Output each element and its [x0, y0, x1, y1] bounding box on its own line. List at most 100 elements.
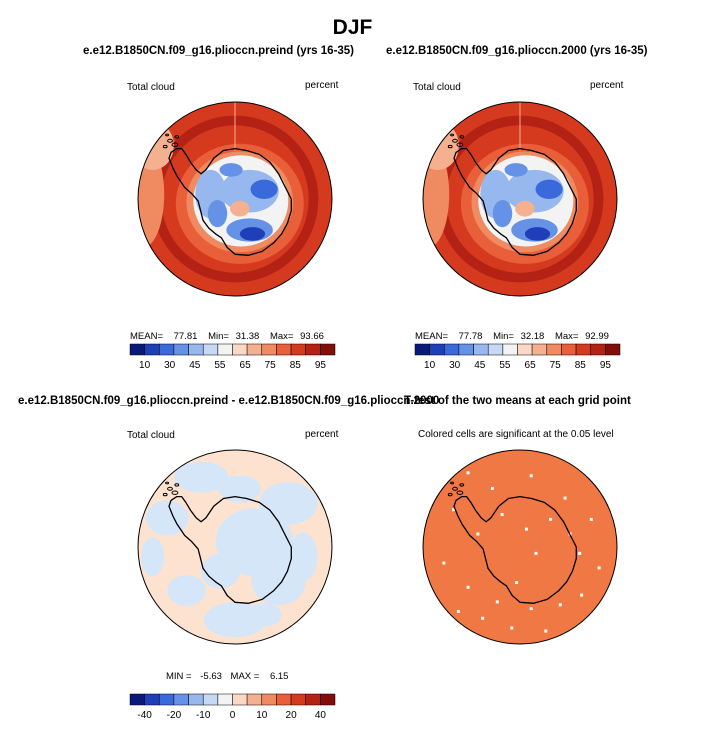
panel2-title: e.e12.B1850CN.f09_g16.plioccn.2000 (yrs …: [386, 45, 648, 57]
insignificant-cell: [456, 610, 460, 613]
insignificant-cell: [481, 616, 485, 620]
colorbar-cell: [305, 343, 321, 356]
colorbar-cell: [129, 343, 145, 356]
island-outline: [162, 144, 168, 149]
field-minimum-west: [207, 200, 228, 228]
map-boundary: [137, 101, 333, 297]
field-minimum-south: [524, 227, 551, 241]
colorbar-cell: [261, 693, 277, 706]
island-outline: [171, 142, 179, 147]
colorbar-cell: [232, 693, 248, 706]
colorbar-cell: [246, 693, 262, 706]
panel3-colorbar: -40 -20 -10 0 10 20 40: [129, 693, 336, 721]
colorbar-tick-label: 45: [189, 360, 201, 371]
panel2-variable-label: Total cloud: [413, 82, 461, 93]
field-negative-patch: [218, 475, 262, 503]
island-outline: [447, 144, 453, 149]
colorbar-cell: [188, 693, 204, 706]
island-outline: [450, 481, 455, 485]
colorbar-cell: [159, 693, 175, 706]
colorbar-cell: [590, 343, 606, 356]
colorbar-tick-label: 30: [164, 360, 176, 371]
difference-map: [137, 449, 333, 645]
colorbar-cell: [173, 693, 189, 706]
colorbar-cell: [188, 343, 204, 356]
insignificant-cell: [549, 517, 553, 521]
colorbar-tick-label: 65: [240, 360, 252, 371]
island-outline: [456, 142, 464, 147]
colorbar-tick-label: 75: [550, 360, 562, 371]
colorbar-cell: [276, 343, 292, 356]
colorbar-cell: [129, 693, 145, 706]
colorbar-tick-label: 10: [139, 360, 151, 371]
colorbar-cell: [561, 343, 577, 356]
field-negative-patch: [145, 500, 189, 536]
colorbar-tick-label: 55: [214, 360, 226, 371]
island-outline: [174, 135, 180, 139]
insignificant-cell: [442, 561, 446, 565]
panel2-stats: MEAN= 77.78 Min= 32.18 Max= 92.99: [415, 331, 609, 342]
colorbar-tick-label: 10: [424, 360, 436, 371]
colorbar-cell: [444, 343, 460, 356]
max-label: Max=: [554, 331, 579, 342]
panel3-title: e.e12.B1850CN.f09_g16.plioccn.preind - e…: [18, 395, 440, 407]
insignificant-cell: [500, 513, 504, 516]
island-outline: [459, 135, 465, 139]
min-label: Min=: [493, 331, 514, 342]
insignificant-cell: [495, 600, 499, 604]
colorbar-cell: [246, 343, 262, 356]
insignificant-cell: [558, 603, 562, 607]
mean-value: 77.81: [173, 331, 198, 342]
colorbar-tick-label: 45: [474, 360, 486, 371]
ttest-map: [422, 449, 618, 645]
island-outline: [459, 483, 465, 487]
panel2-units-label: percent: [590, 80, 624, 91]
colorbar-tick-label: 95: [600, 360, 612, 371]
colorbar-tick-label: 10: [256, 710, 268, 721]
insignificant-cell: [597, 566, 601, 570]
field-minimum-north: [504, 163, 528, 177]
insignificant-cell: [534, 551, 538, 555]
field-dome: [230, 200, 250, 217]
map-boundary: [137, 449, 333, 645]
insignificant-cell: [563, 496, 567, 500]
cloud-field: [138, 102, 332, 296]
insignificant-cell: [476, 532, 480, 536]
colorbar-tick-label: 85: [290, 360, 302, 371]
field-negative-patch: [201, 553, 240, 589]
colorbar-tick-label: -20: [167, 710, 182, 721]
min-value: 32.18: [520, 331, 545, 342]
colorbar-cell: [414, 343, 430, 356]
panel1-units-label: percent: [305, 80, 339, 91]
field-minimum-east: [250, 179, 278, 199]
cloud-field: [423, 102, 617, 296]
insignificant-cell: [529, 607, 533, 611]
colorbar-cell: [217, 693, 233, 706]
min-value: 31.38: [235, 331, 260, 342]
island-outline: [450, 133, 455, 137]
colorbar-cell: [202, 693, 219, 706]
island-outline: [452, 138, 458, 143]
field-minimum-south: [239, 227, 266, 241]
antarctica-coastline: [453, 495, 577, 604]
field-negative-patch: [246, 603, 282, 627]
island-outline: [447, 492, 453, 497]
colorbar-cell: [320, 343, 336, 356]
field-significant: [423, 450, 617, 644]
panel3-units-label: percent: [305, 429, 339, 440]
field-negative-patch: [167, 575, 206, 607]
antarctica-coastline: [168, 147, 292, 256]
colorbar-cell: [502, 343, 518, 356]
colorbar-cell: [473, 343, 489, 356]
insignificant-cell: [580, 593, 584, 597]
colorbar-cell: [305, 693, 321, 706]
field-negative-patch: [288, 532, 318, 581]
insignificant-cell: [452, 508, 456, 512]
island-outline: [167, 486, 173, 491]
colorbar-tick-label: 65: [525, 360, 537, 371]
panel3-variable-label: Total cloud: [127, 430, 175, 441]
insignificant-cell: [466, 585, 470, 589]
mean-value: 77.78: [458, 331, 483, 342]
panel1-variable-label: Total cloud: [127, 82, 175, 93]
